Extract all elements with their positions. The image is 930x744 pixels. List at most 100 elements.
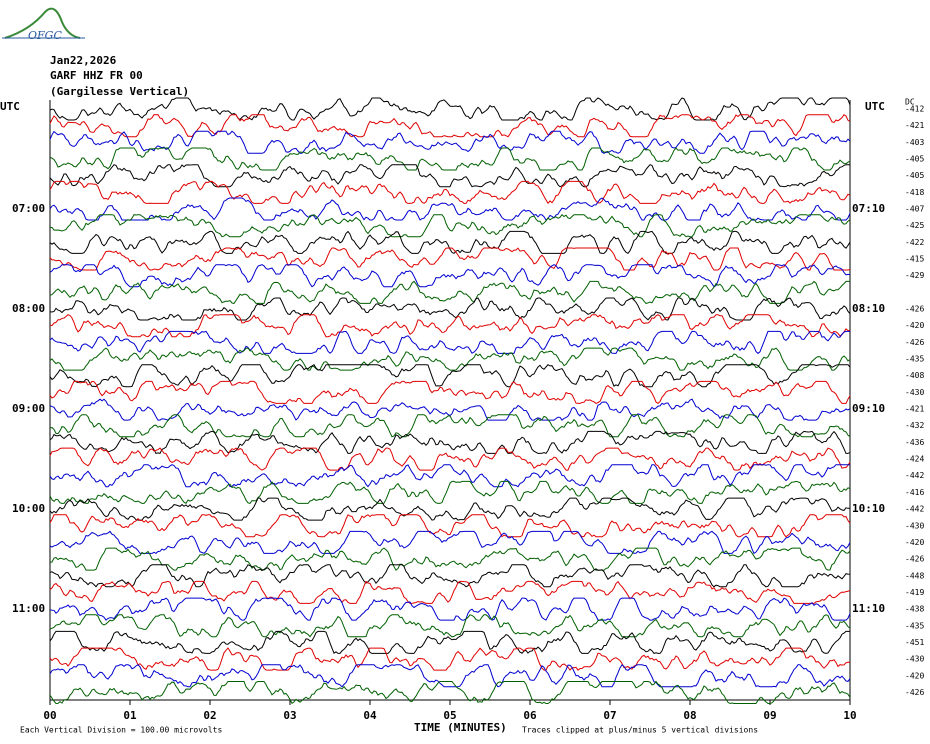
trace: [49, 197, 851, 221]
trace-offset: -416: [905, 488, 924, 497]
trace: [49, 630, 850, 654]
trace: [49, 130, 851, 154]
trace-offset: -435: [905, 621, 924, 630]
trace-offset: -430: [905, 655, 924, 664]
x-tick-label: 07: [603, 709, 616, 722]
trace-offset: -422: [905, 238, 924, 247]
trace: [49, 647, 851, 671]
trace-offset: -405: [905, 171, 924, 180]
trace-offset: -408: [905, 371, 924, 380]
x-tick-label: 06: [523, 709, 537, 722]
trace-offset: -442: [905, 505, 924, 514]
logo-curve: [4, 7, 81, 39]
hour-label: 08:00: [12, 302, 45, 315]
x-tick-label: 09: [763, 709, 776, 722]
trace-offset: -432: [905, 421, 924, 430]
trace: [49, 297, 851, 321]
trace: [49, 164, 850, 188]
hour-label: 11:10: [852, 602, 885, 615]
trace: [49, 247, 851, 271]
x-tick-label: 04: [363, 709, 377, 722]
trace-offset: -424: [905, 455, 924, 464]
trace: [49, 447, 851, 471]
trace: [49, 547, 851, 571]
trace-offset: -436: [905, 438, 924, 447]
trace-offset: -438: [905, 605, 924, 614]
offset-header: DC: [905, 98, 915, 107]
location: (Gargilesse Vertical): [50, 85, 189, 98]
station: GARF HHZ FR 00: [50, 69, 143, 82]
trace: [49, 147, 851, 171]
hour-label: 09:10: [852, 402, 885, 415]
trace: [49, 264, 851, 288]
trace-offset: -426: [905, 688, 924, 697]
trace: [49, 580, 851, 604]
trace: [49, 114, 851, 138]
trace-offset: -407: [905, 205, 924, 214]
trace-offset: -412: [905, 105, 924, 114]
trace-offset: -420: [905, 671, 924, 680]
hour-label: 10:00: [12, 502, 45, 515]
trace-offset: -415: [905, 255, 924, 264]
trace: [49, 597, 851, 621]
trace-offset: -426: [905, 555, 924, 564]
trace-offset: -421: [905, 121, 924, 130]
date: Jan22,2026: [50, 54, 117, 67]
trace: [49, 564, 851, 588]
trace-offset: -418: [905, 188, 924, 197]
trace-offset: -420: [905, 538, 924, 547]
trace: [49, 380, 851, 405]
x-tick-label: 08: [683, 709, 696, 722]
x-tick-label: 03: [283, 709, 296, 722]
trace: [49, 430, 851, 455]
trace: [49, 213, 851, 238]
x-tick-label: 05: [443, 709, 456, 722]
left-label: UTC: [0, 100, 20, 113]
trace: [49, 330, 850, 355]
trace-offset: -420: [905, 321, 924, 330]
clip-note: Traces clipped at plus/minus 5 vertical …: [522, 726, 758, 735]
hour-label: 11:00: [12, 602, 45, 615]
x-tick-label: 10: [843, 709, 856, 722]
trace: [49, 230, 851, 255]
right-label: UTC: [865, 100, 885, 113]
x-tick-label: 00: [43, 709, 56, 722]
trace: [49, 364, 851, 388]
trace-offset: -435: [905, 355, 924, 364]
trace: [49, 614, 851, 638]
trace-offset: -429: [905, 271, 924, 280]
trace: [49, 530, 851, 555]
hour-label: 10:10: [852, 502, 885, 515]
trace: [49, 97, 851, 121]
hour-label: 09:00: [12, 402, 45, 415]
x-label: TIME (MINUTES): [414, 721, 507, 734]
trace-offset: -451: [905, 638, 924, 647]
trace-offset: -419: [905, 588, 924, 597]
logo: OFGC: [28, 29, 62, 42]
hour-label: 08:10: [852, 302, 885, 315]
trace: [49, 464, 850, 488]
trace: [49, 414, 851, 438]
trace: [49, 514, 851, 538]
trace: [49, 480, 851, 504]
trace-offset: -405: [905, 155, 924, 164]
trace-offset: -442: [905, 471, 924, 480]
hour-label: 07:00: [12, 202, 45, 215]
trace-offset: -448: [905, 571, 924, 580]
trace-offset: -430: [905, 388, 924, 397]
trace: [49, 497, 851, 521]
x-tick-label: 01: [123, 709, 137, 722]
scale-note: Each Vertical Division = 100.00 microvol…: [20, 726, 222, 735]
trace-offset: -403: [905, 138, 924, 147]
hour-label: 07:10: [852, 202, 885, 215]
trace: [49, 314, 851, 338]
trace: [49, 680, 851, 705]
trace-offset: -430: [905, 521, 924, 530]
trace: [49, 280, 850, 304]
trace-offset: -421: [905, 405, 924, 414]
trace-offset: -425: [905, 221, 924, 230]
trace: [49, 180, 851, 205]
trace-offset: -426: [905, 305, 924, 314]
